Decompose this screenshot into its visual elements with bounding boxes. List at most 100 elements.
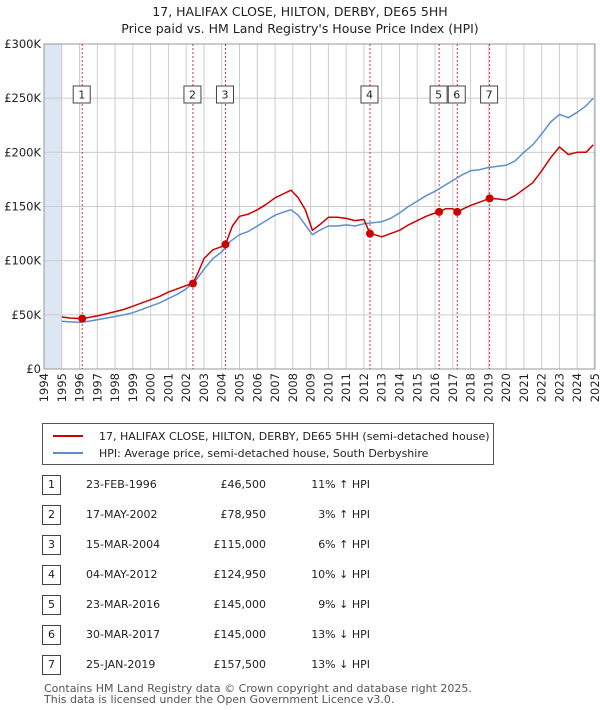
transaction-date: 30-MAR-2017 (86, 628, 161, 641)
marker-label-box (215, 85, 234, 104)
transaction-hpi: 11% ↑ HPI (311, 478, 370, 491)
table-row: 3 15-MAR-2004 £115,000 6% ↑ HPI (0, 535, 600, 557)
marker-label-box (72, 85, 91, 104)
legend-item-property: 17, HALIFAX CLOSE, HILTON, DERBY, DE65 5… (53, 428, 490, 444)
x-tick-label: 1997 (90, 373, 104, 402)
transaction-date: 15-MAR-2004 (86, 538, 161, 551)
transaction-date: 23-MAR-2016 (86, 598, 161, 611)
marker-label: 3 (221, 89, 228, 102)
x-tick-label: 2004 (215, 373, 229, 402)
y-tick-label: £150K (4, 200, 41, 214)
y-tick-label: £50K (12, 308, 42, 322)
x-tick-label: 2007 (268, 373, 282, 402)
marker-label-box (360, 85, 379, 104)
table-row: 6 30-MAR-2017 £145,000 13% ↓ HPI (0, 625, 600, 647)
marker-label: 1 (78, 89, 85, 102)
y-tick-label: £300K (4, 37, 41, 51)
table-row: 7 25-JAN-2019 £157,500 13% ↓ HPI (0, 655, 600, 677)
marker-label-box (447, 85, 466, 104)
transaction-date: 23-FEB-1996 (86, 478, 157, 491)
x-tick-label: 2023 (552, 373, 566, 402)
x-tick-label: 2022 (535, 373, 549, 402)
sale-point (435, 207, 444, 216)
chart-title: 17, HALIFAX CLOSE, HILTON, DERBY, DE65 5… (152, 4, 448, 19)
x-tick-label: 2001 (161, 373, 175, 402)
x-tick-label: 1999 (126, 373, 140, 402)
x-tick-label: 2009 (304, 373, 318, 402)
y-tick-label: £0 (26, 362, 41, 376)
x-tick-label: 2025 (588, 373, 600, 402)
table-row: 2 17-MAY-2002 £78,950 3% ↑ HPI (0, 505, 600, 527)
x-tick-label: 1994 (37, 373, 51, 402)
legend-label-property: 17, HALIFAX CLOSE, HILTON, DERBY, DE65 5… (99, 429, 490, 443)
table-row: 5 23-MAR-2016 £145,000 9% ↓ HPI (0, 595, 600, 617)
sale-point (221, 240, 230, 249)
sale-point (453, 207, 462, 216)
marker-label-box (429, 85, 448, 104)
x-tick-label: 2000 (144, 373, 158, 402)
legend-swatch-hpi (53, 452, 83, 454)
transaction-date: 17-MAY-2002 (86, 508, 158, 521)
transaction-price: £124,950 (213, 568, 267, 581)
legend-label-hpi: HPI: Average price, semi-detached house,… (99, 446, 429, 460)
transaction-hpi: 13% ↓ HPI (311, 628, 370, 641)
transaction-price: £46,500 (220, 478, 267, 491)
footer-copyright: Contains HM Land Registry data © Crown c… (44, 682, 472, 695)
x-tick-label: 2019 (481, 373, 495, 402)
price-chart: £0 £50K £100K £150K £200K £250K £300K 1994 1995 1… (4, 37, 600, 402)
x-tick-label: 2008 (286, 373, 300, 402)
transaction-hpi: 13% ↓ HPI (311, 658, 370, 671)
marker-label: 5 (435, 89, 442, 102)
x-tick-label: 2020 (499, 373, 513, 402)
x-tick-label: 2002 (179, 373, 193, 402)
x-tick-label: 2024 (570, 373, 584, 402)
chart-subtitle: Price paid vs. HM Land Registry's House … (121, 21, 479, 36)
transaction-hpi: 6% ↑ HPI (318, 538, 370, 551)
transaction-hpi: 10% ↓ HPI (311, 568, 370, 581)
y-tick-label: £100K (4, 254, 41, 268)
x-tick-label: 2006 (250, 373, 264, 402)
x-tick-label: 2013 (375, 373, 389, 402)
transaction-number: 7 (42, 655, 61, 675)
marker-label: 4 (366, 89, 373, 102)
table-row: 1 23-FEB-1996 £46,500 11% ↑ HPI (0, 475, 600, 497)
transaction-price: £145,000 (213, 598, 267, 611)
y-tick-label: £250K (4, 91, 41, 105)
transaction-number: 1 (42, 475, 61, 495)
x-tick-label: 1996 (73, 373, 87, 402)
table-row: 4 04-MAY-2012 £124,950 10% ↓ HPI (0, 565, 600, 587)
plot-border (43, 43, 596, 370)
transaction-number: 2 (42, 505, 61, 525)
transaction-number: 3 (42, 535, 61, 555)
marker-label-box (480, 85, 499, 104)
x-tick-label: 2003 (197, 373, 211, 402)
transaction-number: 6 (42, 625, 61, 645)
transaction-hpi: 3% ↑ HPI (318, 508, 370, 521)
sale-point (78, 314, 87, 323)
transaction-date: 04-MAY-2012 (86, 568, 158, 581)
chart-legend: 17, HALIFAX CLOSE, HILTON, DERBY, DE65 5… (42, 423, 494, 465)
transaction-price: £145,000 (213, 628, 267, 641)
sale-point (188, 279, 197, 288)
sale-point (365, 229, 374, 238)
transaction-price: £78,950 (220, 508, 267, 521)
hpi-line (61, 97, 594, 324)
x-tick-label: 2021 (517, 373, 531, 402)
y-tick-label: £200K (4, 145, 41, 159)
x-tick-label: 2005 (233, 373, 247, 402)
marker-label: 2 (189, 89, 196, 102)
marker-label: 7 (486, 89, 493, 102)
transaction-number: 5 (42, 595, 61, 615)
marker-label: 6 (453, 89, 460, 102)
footer-licence: This data is licensed under the Open Gov… (44, 693, 395, 706)
sale-point (485, 194, 494, 203)
transaction-price: £115,000 (213, 538, 267, 551)
x-tick-label: 2018 (464, 373, 478, 402)
x-tick-label: 2014 (392, 373, 406, 402)
transaction-date: 25-JAN-2019 (86, 658, 156, 671)
x-tick-label: 1998 (108, 373, 122, 402)
property-price-line (61, 144, 594, 320)
x-tick-label: 2012 (357, 373, 371, 402)
x-tick-label: 2010 (321, 373, 335, 402)
x-tick-label: 2016 (428, 373, 442, 402)
